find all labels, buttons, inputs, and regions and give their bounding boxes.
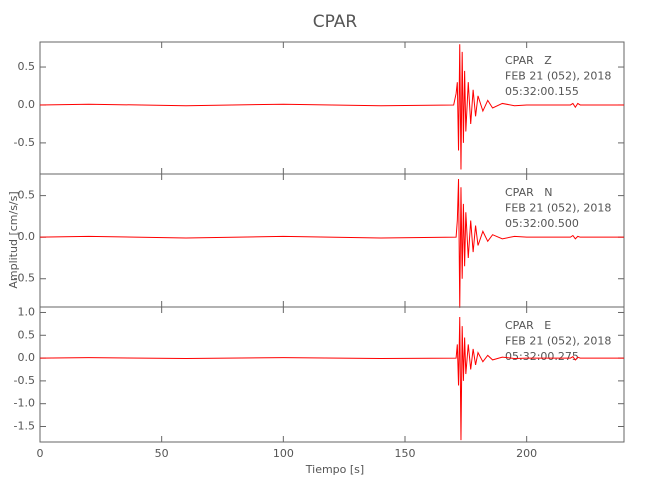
x-axis-label: Tiempo [s] bbox=[305, 463, 364, 476]
y-tick-label: 0.0 bbox=[18, 98, 36, 111]
y-tick-label: -0.5 bbox=[14, 136, 35, 149]
annotation: 05:32:00.275 bbox=[505, 350, 579, 363]
waveform bbox=[39, 317, 624, 441]
x-tick-label: 200 bbox=[516, 447, 537, 460]
annotation: 05:32:00.500 bbox=[505, 217, 579, 230]
y-tick-label: 0.5 bbox=[18, 328, 36, 341]
y-tick-label: -1.5 bbox=[14, 419, 35, 432]
x-tick-label: 50 bbox=[155, 447, 169, 460]
x-tick-label: 100 bbox=[273, 447, 294, 460]
panel-frame bbox=[39, 306, 625, 443]
y-tick-label: 0.5 bbox=[18, 189, 36, 202]
y-tick-label: 0.0 bbox=[18, 230, 36, 243]
annotation: FEB 21 (052), 2018 bbox=[505, 70, 611, 83]
y-tick-label: -0.5 bbox=[14, 272, 35, 285]
annotation: CPAR N bbox=[505, 186, 553, 199]
annotation: FEB 21 (052), 2018 bbox=[505, 335, 611, 348]
chart-title: CPAR bbox=[313, 12, 358, 32]
y-tick-label: 0.0 bbox=[18, 351, 36, 364]
y-axis-label: Amplitud [cm/s/s] bbox=[7, 191, 20, 288]
waveform bbox=[39, 44, 624, 170]
annotation: CPAR E bbox=[505, 319, 551, 332]
waveform bbox=[39, 178, 624, 308]
annotation: FEB 21 (052), 2018 bbox=[505, 202, 611, 215]
y-tick-label: -0.5 bbox=[14, 374, 35, 387]
annotation: CPAR Z bbox=[505, 54, 552, 67]
x-tick-label: 150 bbox=[395, 447, 416, 460]
y-tick-label: -1.0 bbox=[14, 397, 35, 410]
annotation: 05:32:00.155 bbox=[505, 85, 579, 98]
x-tick-label: 0 bbox=[37, 447, 44, 460]
y-tick-label: 1.0 bbox=[18, 305, 36, 318]
y-tick-label: 0.5 bbox=[18, 60, 36, 73]
